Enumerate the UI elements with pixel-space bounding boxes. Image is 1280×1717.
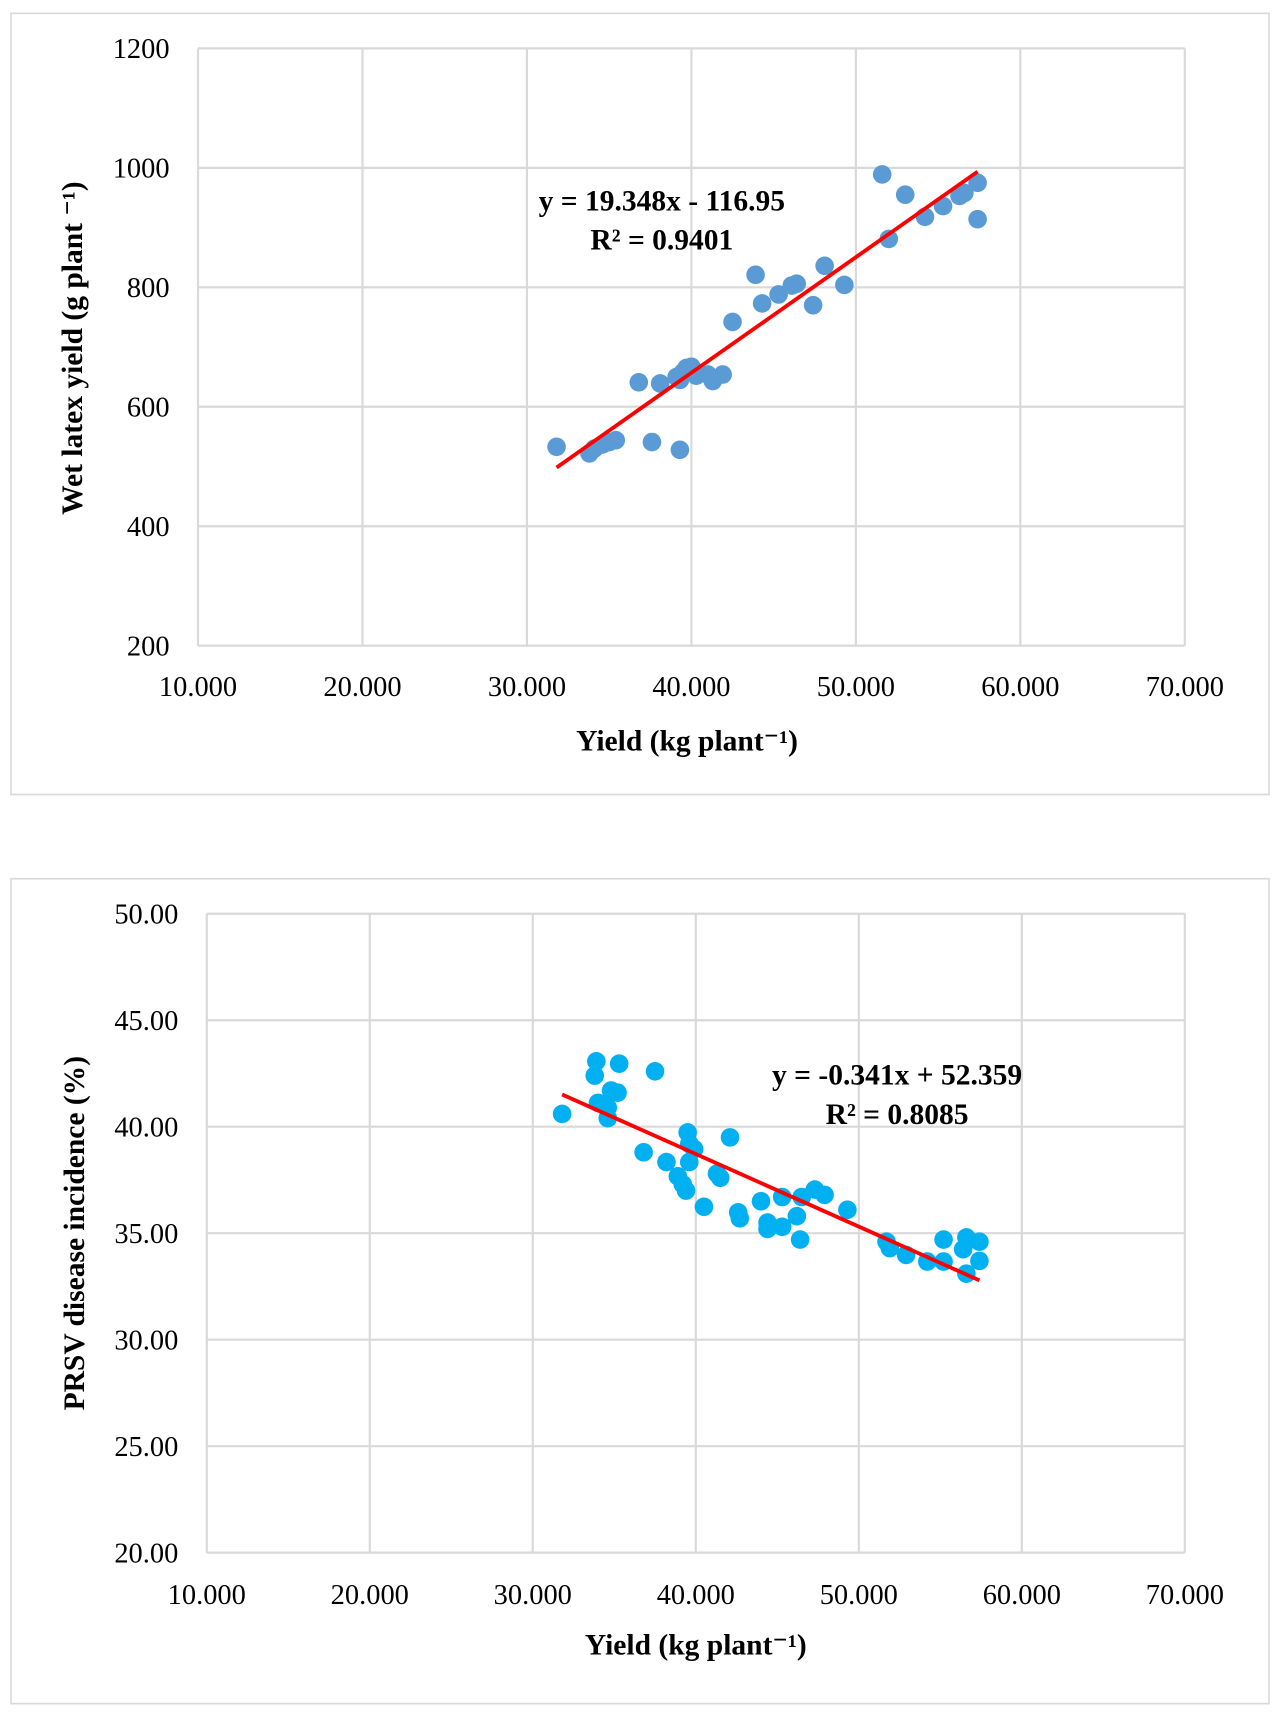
chart-2-data-point: [608, 1083, 627, 1102]
chart-1-data-point: [895, 185, 915, 205]
chart-2-frame: [10, 877, 1270, 1705]
chart-2-y-tick-label: 45.00: [114, 1006, 178, 1037]
chart-1-x-tick-label: 50.000: [817, 672, 895, 703]
chart-1-data-point: [642, 432, 662, 452]
chart-1-r-squared: R² = 0.9401: [590, 225, 733, 257]
chart-2-y-tick-label: 40.00: [114, 1113, 178, 1144]
chart-1-x-tick-label: 10.000: [159, 672, 237, 703]
chart-1-data-point: [803, 295, 823, 315]
chart-1-data-point: [955, 183, 974, 203]
chart-2-y-tick-label: 30.00: [114, 1326, 178, 1357]
chart-1-trendline: [555, 170, 979, 470]
chart-2-y-tick-label: 20.00: [114, 1539, 178, 1570]
chart-2-data-point: [815, 1185, 834, 1205]
chart-2-data-point: [587, 1052, 606, 1071]
chart-1-x-tick-label: 30.000: [488, 672, 566, 703]
chart-1-x-tick-label: 70.000: [1146, 672, 1224, 703]
chart-1-y-tick-label: 400: [127, 512, 170, 543]
chart-1-data-point: [752, 294, 772, 313]
chart-2-data-point: [676, 1181, 696, 1200]
chart-1-data-point: [650, 374, 670, 393]
chart-2-y-tick-label: 35.00: [114, 1219, 178, 1250]
chart-1-data-point: [746, 265, 765, 285]
chart-1-data-point: [547, 437, 566, 457]
chart-2-trend-equation: y = -0.341x + 52.359: [772, 1059, 1022, 1091]
chart-2-data-point: [787, 1206, 807, 1226]
chart-1-data-point: [872, 165, 892, 184]
chart-1-data-point: [787, 274, 806, 294]
chart-1-frame: [10, 12, 1270, 796]
chart-1-y-tick-label: 1000: [113, 154, 170, 185]
chart-1-x-tick-label: 40.000: [652, 672, 730, 703]
chart-2-data-point: [657, 1152, 676, 1172]
chart-2-data-point: [645, 1062, 665, 1081]
chart-1-data-point: [968, 209, 987, 229]
chart-2-y-tick-label: 25.00: [114, 1432, 178, 1463]
chart-2-x-tick-label: 50.000: [820, 1580, 898, 1611]
chart-2-data-point: [710, 1168, 730, 1188]
chart-2-data-point: [934, 1230, 953, 1249]
chart-2-x-tick-label: 70.000: [1146, 1580, 1224, 1611]
chart-2-y-axis-title: PRSV disease incidence (%): [59, 1056, 91, 1410]
chart-2-data-point: [970, 1232, 989, 1252]
chart-2-x-tick-label: 40.000: [657, 1580, 735, 1611]
chart-1-y-tick-label: 800: [127, 273, 170, 304]
chart-1-y-tick-label: 1200: [113, 34, 170, 65]
chart-1-y-tick-label: 200: [127, 632, 170, 663]
chart-2-data-point: [730, 1208, 750, 1228]
chart-2-x-tick-label: 30.000: [494, 1580, 572, 1611]
chart-2-data-point: [694, 1197, 714, 1217]
chart-2-data-point: [720, 1128, 740, 1147]
chart-1-data-point: [723, 312, 742, 332]
chart-2-data-point: [772, 1217, 792, 1237]
chart-1-trend-equation: y = 19.348x - 116.95: [539, 185, 785, 217]
chart-1-data-point: [968, 173, 987, 193]
chart-1-data-point: [815, 256, 834, 276]
chart-1-data-point: [606, 430, 626, 450]
chart-2-data-point: [609, 1054, 629, 1073]
chart-2-data-point: [585, 1066, 605, 1085]
chart-1-data-point: [629, 372, 649, 392]
chart-1-data-point: [670, 440, 690, 460]
chart-1: 10.000 20.000 30.000 40.000 50.000 60.000 70.0…: [10, 12, 1270, 796]
chart-1-data-point: [879, 229, 899, 249]
chart-2-r-squared: R² = 0.8085: [826, 1099, 969, 1131]
chart-2-data-point: [751, 1191, 771, 1211]
chart-2-data-point: [838, 1200, 857, 1220]
chart-2-y-tick-label: 50.00: [114, 900, 178, 931]
chart-1-data-point: [769, 285, 788, 304]
chart-2-x-axis-title: Yield (kg plant⁻¹): [585, 1629, 807, 1661]
chart-1-x-tick-label: 60.000: [981, 672, 1059, 703]
chart-2: 10.000 20.000 30.000 40.000 50.000 60.000 70.0…: [10, 877, 1270, 1705]
chart-1-data-point: [698, 365, 718, 384]
chart-1-x-tick-label: 20.000: [323, 672, 401, 703]
chart-1-y-tick-label: 600: [127, 393, 170, 424]
chart-1-y-axis-title: Wet latex yield (g plant ⁻¹): [57, 181, 89, 515]
chart-2-x-tick-label: 60.000: [983, 1580, 1061, 1611]
chart-2-data-point: [758, 1219, 777, 1239]
chart-2-trendline: [561, 1092, 981, 1283]
chart-2-x-tick-label: 10.000: [168, 1580, 246, 1611]
chart-2-data-point: [970, 1251, 989, 1271]
chart-1-data-point: [835, 275, 854, 295]
chart-2-data-point: [790, 1230, 810, 1249]
chart-2-x-tick-label: 20.000: [331, 1580, 409, 1611]
chart-2-data-point: [634, 1142, 653, 1162]
chart-1-x-axis-title: Yield (kg plant⁻¹): [576, 726, 798, 758]
chart-1-data-point: [713, 365, 732, 384]
chart-2-data-point: [552, 1104, 572, 1124]
